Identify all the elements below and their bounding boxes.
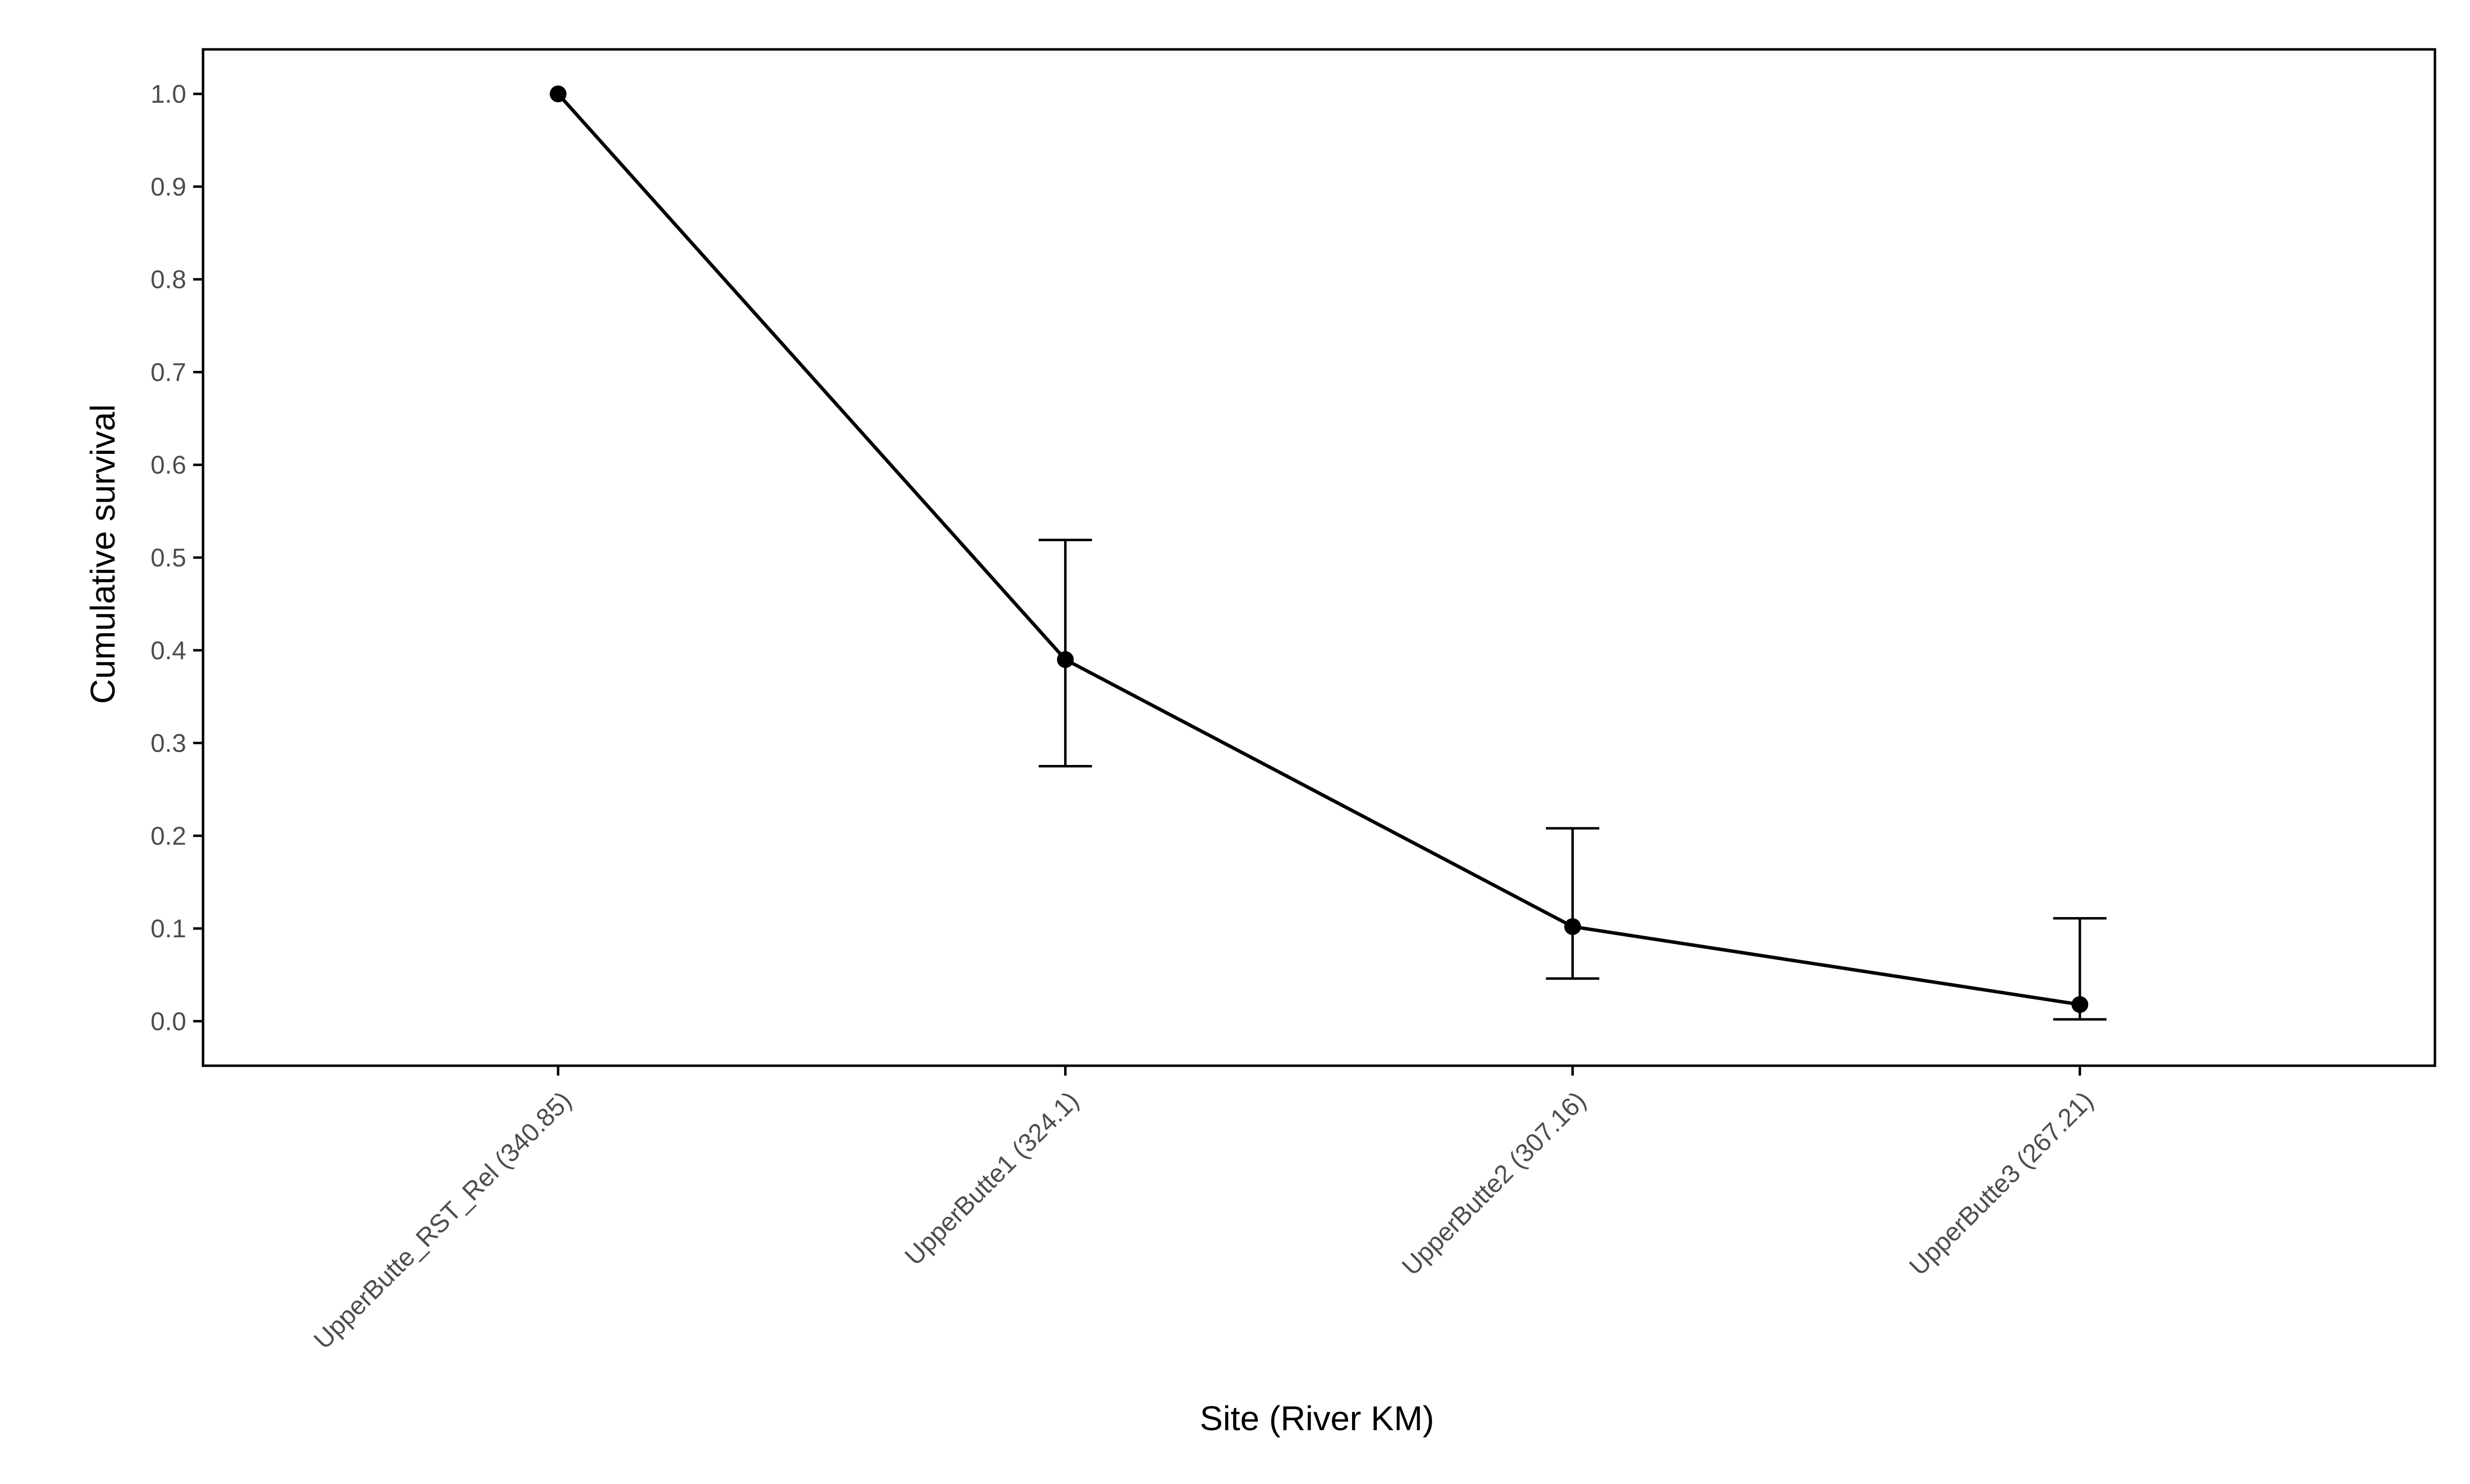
- series-line-layer: [557, 92, 2080, 1006]
- data-point: [2071, 996, 2089, 1013]
- data-point: [549, 85, 567, 103]
- y-tick-label: 1.0: [151, 80, 186, 109]
- y-tick-label: 0.9: [151, 173, 186, 201]
- y-axis: 0.0 0.1 0.2 0.3 0.4 0.5 0.6 0.7 0.8 0.9 1.0: [151, 80, 203, 1036]
- x-axis-title: Site (River KM): [1200, 1399, 1434, 1438]
- y-tick-label: 0.3: [151, 729, 186, 758]
- y-tick-label: 0.6: [151, 451, 186, 480]
- y-tick-label: 0.1: [151, 915, 186, 943]
- y-tick-label: 0.4: [151, 637, 186, 665]
- y-tick-label: 0.8: [151, 266, 186, 294]
- data-point: [1564, 918, 1581, 935]
- y-tick-label: 0.5: [151, 544, 186, 572]
- data-point: [1057, 651, 1074, 668]
- y-tick-label: 0.7: [151, 358, 186, 387]
- y-tick-label: 0.2: [151, 822, 186, 850]
- error-bar: [1546, 827, 1600, 980]
- data-points: [549, 85, 2089, 1013]
- series-line: [557, 92, 2080, 1006]
- y-axis-title: Cumulative survival: [83, 404, 122, 704]
- y-tick-label: 0.0: [151, 1007, 186, 1036]
